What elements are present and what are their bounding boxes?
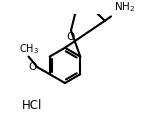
- Text: CH$_3$: CH$_3$: [19, 42, 39, 56]
- Text: NH$_2$: NH$_2$: [114, 0, 135, 14]
- Text: HCl: HCl: [22, 99, 42, 112]
- Text: O: O: [67, 32, 75, 42]
- Text: O: O: [28, 62, 36, 72]
